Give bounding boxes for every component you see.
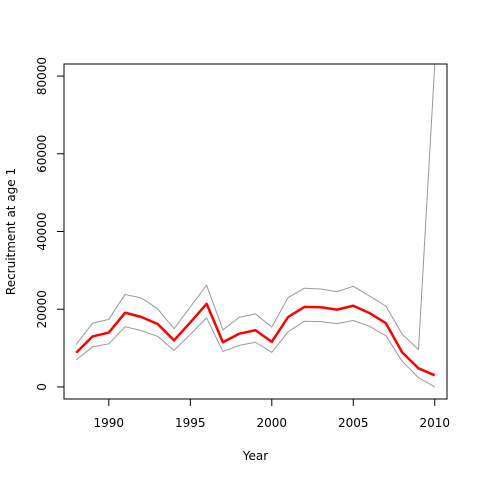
y-tick-label: 0 (35, 383, 49, 391)
x-tick-label: 2010 (420, 416, 451, 430)
y-tick-label: 20000 (35, 290, 49, 328)
estimate-line (75, 302, 436, 377)
x-axis: 1990 1995 2000 2005 2010 (94, 399, 451, 430)
lower-bound-line (75, 317, 436, 388)
x-tick-label: 1990 (94, 416, 125, 430)
y-tick-label: 60000 (35, 135, 49, 173)
plot-lines (75, 63, 436, 388)
y-tick-label: 80000 (35, 57, 49, 95)
y-axis-label: Recruitment at age 1 (4, 168, 18, 295)
upper-bound-line (75, 63, 436, 351)
y-axis: 0 20000 40000 60000 80000 (35, 57, 64, 391)
plot-frame (63, 63, 448, 400)
x-axis-label: Year (242, 449, 268, 463)
x-tick-label: 2000 (257, 416, 288, 430)
x-tick-label: 2005 (338, 416, 369, 430)
x-tick-label: 1995 (175, 416, 206, 430)
y-tick-label: 40000 (35, 212, 49, 250)
